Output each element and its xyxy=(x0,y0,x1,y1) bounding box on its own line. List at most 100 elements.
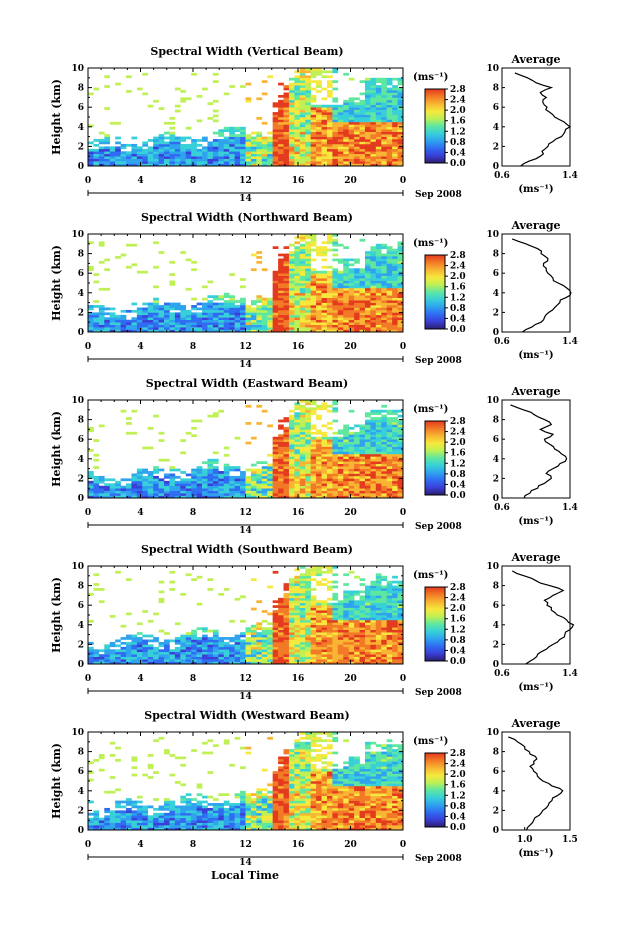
heatmap-cell xyxy=(191,654,197,657)
heatmap-cell xyxy=(392,253,398,257)
heatmap-cell xyxy=(196,641,203,645)
heatmap-cell xyxy=(294,468,301,472)
heatmap-cell xyxy=(288,143,295,147)
heatmap-cell xyxy=(348,327,355,330)
heatmap-cell xyxy=(326,85,333,88)
heatmap-cell xyxy=(299,112,306,115)
heatmap-cell xyxy=(332,490,339,494)
heatmap-cell xyxy=(93,488,100,491)
y-tick-label: 6 xyxy=(78,103,84,113)
heatmap-cell xyxy=(343,449,349,452)
heatmap-cell xyxy=(104,483,111,487)
heatmap-cell xyxy=(278,112,284,115)
heatmap-cell xyxy=(299,480,306,484)
heatmap-cell xyxy=(283,287,290,291)
heatmap-cell xyxy=(348,114,355,118)
heatmap-cell xyxy=(299,300,306,303)
heatmap-cell xyxy=(229,466,235,469)
heatmap-cell xyxy=(305,461,311,464)
heatmap-cell xyxy=(381,134,388,137)
heatmap-cell xyxy=(375,493,382,496)
heatmap-cell xyxy=(229,273,235,276)
heatmap-cell xyxy=(294,656,301,660)
heatmap-cell xyxy=(229,314,235,318)
heatmap-cell xyxy=(354,97,360,101)
heatmap-cell xyxy=(169,126,176,130)
heatmap-cell xyxy=(299,439,306,442)
heatmap-cell xyxy=(267,629,273,633)
heatmap-cell xyxy=(332,87,339,91)
heatmap-cell xyxy=(397,285,404,289)
heatmap-cell xyxy=(278,646,284,650)
heatmap-cell xyxy=(185,322,192,325)
heatmap-cell xyxy=(98,493,105,496)
heatmap-cell xyxy=(381,453,388,457)
heatmap-cell xyxy=(310,112,317,115)
heatmap-cell xyxy=(299,468,306,472)
heatmap-cell xyxy=(397,107,404,110)
heatmap-cell xyxy=(316,570,322,574)
heatmap-cell xyxy=(288,639,295,643)
heatmap-cell xyxy=(234,126,241,130)
heatmap-cell xyxy=(381,280,388,284)
heatmap-cell xyxy=(142,312,149,316)
heatmap-cell xyxy=(212,317,219,321)
heatmap-cell xyxy=(354,480,360,484)
heatmap-cell xyxy=(115,329,121,333)
heatmap-cell xyxy=(364,297,371,301)
heatmap-cell xyxy=(392,268,398,272)
heatmap-cell xyxy=(381,300,388,303)
heatmap-cell xyxy=(212,158,219,162)
heatmap-cell xyxy=(142,493,149,496)
heatmap-cell xyxy=(343,300,349,303)
profile-x-axis-label: (ms⁻¹) xyxy=(518,184,553,195)
heatmap-cell xyxy=(147,490,154,494)
heatmap-cell xyxy=(223,483,230,487)
heatmap-cell xyxy=(234,129,241,132)
heatmap-cell xyxy=(354,136,360,140)
heatmap-cell xyxy=(256,637,263,640)
heatmap-cell xyxy=(164,131,170,135)
heatmap-cell xyxy=(375,94,382,98)
heatmap-cell xyxy=(310,632,317,635)
heatmap-cell xyxy=(164,458,170,462)
heatmap-cell xyxy=(126,493,132,496)
heatmap-cell xyxy=(299,466,306,469)
heatmap-cell xyxy=(326,109,333,113)
heatmap-cell xyxy=(158,134,165,137)
heatmap-cell xyxy=(212,156,219,159)
heatmap-cell xyxy=(299,263,306,267)
heatmap-cell xyxy=(229,485,235,489)
heatmap-cell xyxy=(354,270,360,274)
heatmap-cell xyxy=(321,153,328,157)
heatmap-cell xyxy=(332,436,339,440)
heatmap-cell xyxy=(337,615,344,618)
heatmap-cell xyxy=(381,243,388,247)
heatmap-cell xyxy=(348,278,355,281)
heatmap-cell xyxy=(278,141,284,145)
heatmap-cell xyxy=(223,295,230,298)
heatmap-cell xyxy=(98,588,105,591)
heatmap-cell xyxy=(142,327,149,330)
heatmap-cell xyxy=(196,471,203,474)
heatmap-cell xyxy=(196,139,203,142)
heatmap-cell xyxy=(305,256,311,259)
heatmap-cell xyxy=(326,317,333,321)
heatmap-cell xyxy=(375,429,382,433)
heatmap-cell xyxy=(359,649,366,653)
heatmap-cell xyxy=(278,602,284,606)
heatmap-cell xyxy=(294,112,301,115)
heatmap-cell xyxy=(392,426,398,430)
heatmap-cell xyxy=(397,139,404,142)
heatmap-cell xyxy=(332,471,339,474)
heatmap-cell xyxy=(278,444,284,447)
x-tick-label: 4 xyxy=(137,342,143,352)
heatmap-cell xyxy=(288,134,295,137)
heatmap-cell xyxy=(332,273,339,276)
heatmap-cell xyxy=(288,468,295,472)
heatmap-cell xyxy=(191,156,197,159)
heatmap-cell xyxy=(218,314,225,318)
heatmap-cell xyxy=(294,475,301,479)
heatmap-cell xyxy=(153,305,159,308)
heatmap-cell xyxy=(261,139,268,142)
